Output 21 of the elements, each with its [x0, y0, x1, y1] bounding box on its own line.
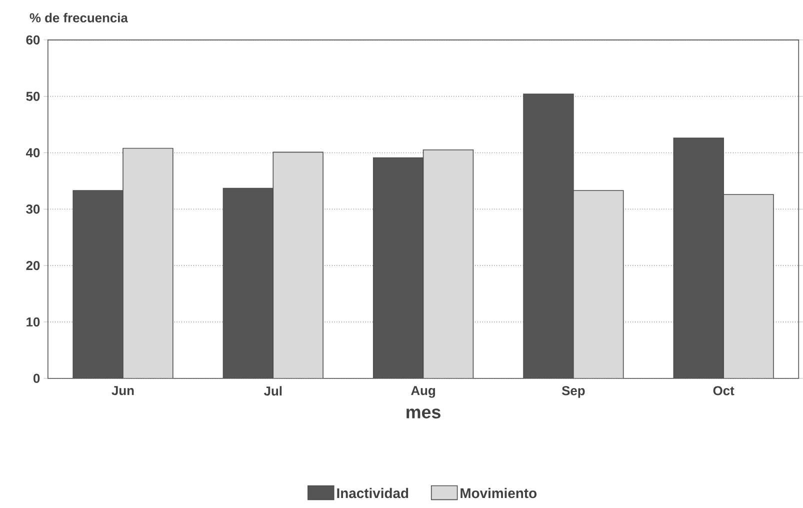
bar	[422, 149, 474, 378]
y-axis-title: % de frecuencia	[30, 12, 128, 22]
bar	[272, 152, 324, 378]
y-tick-label: 40	[26, 148, 40, 158]
legend-label: Inactividad	[337, 488, 408, 498]
y-tick-label: 0	[33, 374, 40, 383]
x-tick-label: Jul	[264, 386, 282, 396]
legend-label: Movimiento	[460, 488, 537, 498]
x-tick-label: Jun	[112, 386, 134, 396]
bar	[573, 190, 624, 378]
x-axis-title: mes	[406, 408, 440, 418]
y-tick-label: 10	[26, 317, 40, 326]
x-tick-label: Sep	[562, 386, 585, 398]
y-tick-label: 50	[26, 92, 40, 101]
x-tick-label: Oct	[713, 386, 734, 396]
y-tick-label: 20	[26, 260, 40, 270]
x-tick-label: Aug	[411, 386, 435, 398]
bar	[723, 194, 774, 378]
y-tick-label: 30	[26, 204, 40, 214]
bar	[122, 148, 174, 378]
y-tick-label: 60	[26, 35, 40, 44]
